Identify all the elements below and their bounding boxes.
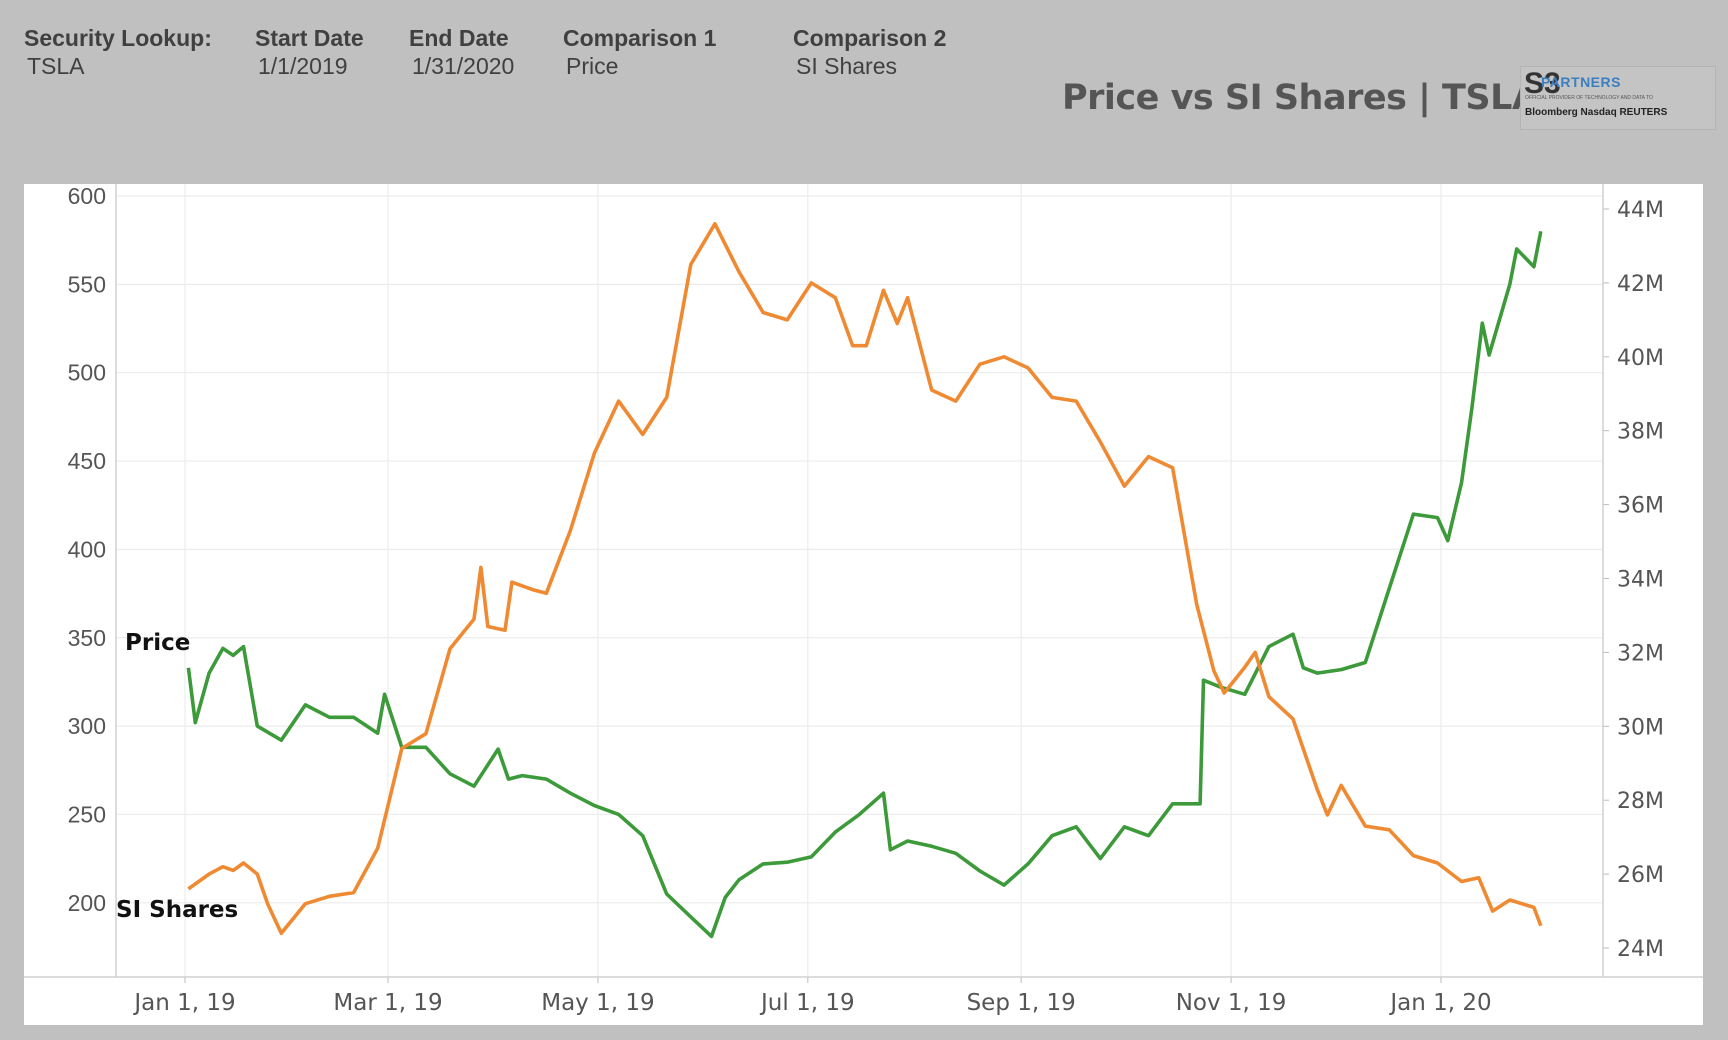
y-right-tick-label: 42M [1617, 272, 1664, 297]
comparison-1-field[interactable]: Comparison 1 Price [563, 24, 716, 80]
si-shares-series-label: SI Shares [116, 897, 238, 923]
y-left-tick-label: 450 [68, 448, 106, 474]
y-left-tick-label: 500 [68, 360, 106, 386]
s3-partners-logo: S3 PARTNERS OFFICIAL PROVIDER OF TECHNOL… [1520, 66, 1716, 130]
x-tick-label: Jan 1, 20 [1388, 990, 1491, 1016]
logo-mark: S3 [1524, 67, 1561, 100]
start-date-field[interactable]: Start Date 1/1/2019 [255, 24, 364, 80]
si-shares-line [187, 222, 1543, 936]
logo-name: PARTNERS [1541, 74, 1621, 90]
y-left-tick-label: 200 [68, 890, 106, 916]
security-lookup-value: TSLA [27, 53, 85, 79]
comparison-1-label: Comparison 1 [563, 25, 717, 51]
end-date-value: 1/31/2020 [412, 53, 515, 79]
y-left-tick-label: 350 [68, 625, 106, 651]
logo-brands: Bloomberg Nasdaq REUTERS [1525, 107, 1668, 118]
security-lookup-label: Security Lookup: [24, 25, 212, 51]
y-right-tick-label: 44M [1617, 198, 1664, 223]
x-tick-label: Mar 1, 19 [333, 990, 442, 1016]
y-left-tick-label: 600 [68, 183, 106, 209]
y-left-tick-label: 250 [68, 801, 106, 827]
y-right-tick-label: 28M [1617, 789, 1664, 814]
chart-panel [24, 184, 1703, 1025]
end-date-field[interactable]: End Date 1/31/2020 [409, 24, 514, 80]
y-right-tick-label: 24M [1617, 937, 1664, 962]
end-date-label: End Date [409, 25, 509, 51]
comparison-2-field[interactable]: Comparison 2 SI Shares [793, 24, 946, 80]
y-right-tick-label: 26M [1617, 863, 1664, 888]
comparison-1-value: Price [566, 53, 619, 79]
y-left-tick-label: 550 [68, 271, 106, 297]
x-tick-label: Nov 1, 19 [1176, 990, 1287, 1016]
logo-tagline: OFFICIAL PROVIDER OF TECHNOLOGY AND DATA… [1525, 95, 1653, 101]
y-left-tick-label: 300 [68, 713, 106, 739]
security-lookup-field[interactable]: Security Lookup: TSLA [24, 24, 212, 80]
start-date-value: 1/1/2019 [258, 53, 348, 79]
start-date-label: Start Date [255, 25, 364, 51]
x-tick-label: Sep 1, 19 [967, 990, 1076, 1016]
price-series-label: Price [125, 630, 190, 656]
x-tick-label: May 1, 19 [541, 990, 654, 1016]
y-right-tick-label: 40M [1617, 346, 1664, 371]
y-right-tick-label: 30M [1617, 715, 1664, 740]
comparison-2-label: Comparison 2 [793, 25, 947, 51]
x-tick-label: Jan 1, 19 [132, 990, 235, 1016]
chart-title: Price vs SI Shares | TSLA [1062, 78, 1539, 118]
y-right-tick-label: 38M [1617, 420, 1664, 445]
price-line [186, 230, 1543, 939]
y-right-tick-label: 34M [1617, 568, 1664, 593]
x-tick-label: Jul 1, 19 [759, 990, 855, 1016]
y-right-tick-label: 32M [1617, 641, 1664, 666]
comparison-2-value: SI Shares [796, 53, 897, 79]
y-right-tick-label: 36M [1617, 494, 1664, 519]
y-left-tick-label: 400 [68, 536, 106, 562]
